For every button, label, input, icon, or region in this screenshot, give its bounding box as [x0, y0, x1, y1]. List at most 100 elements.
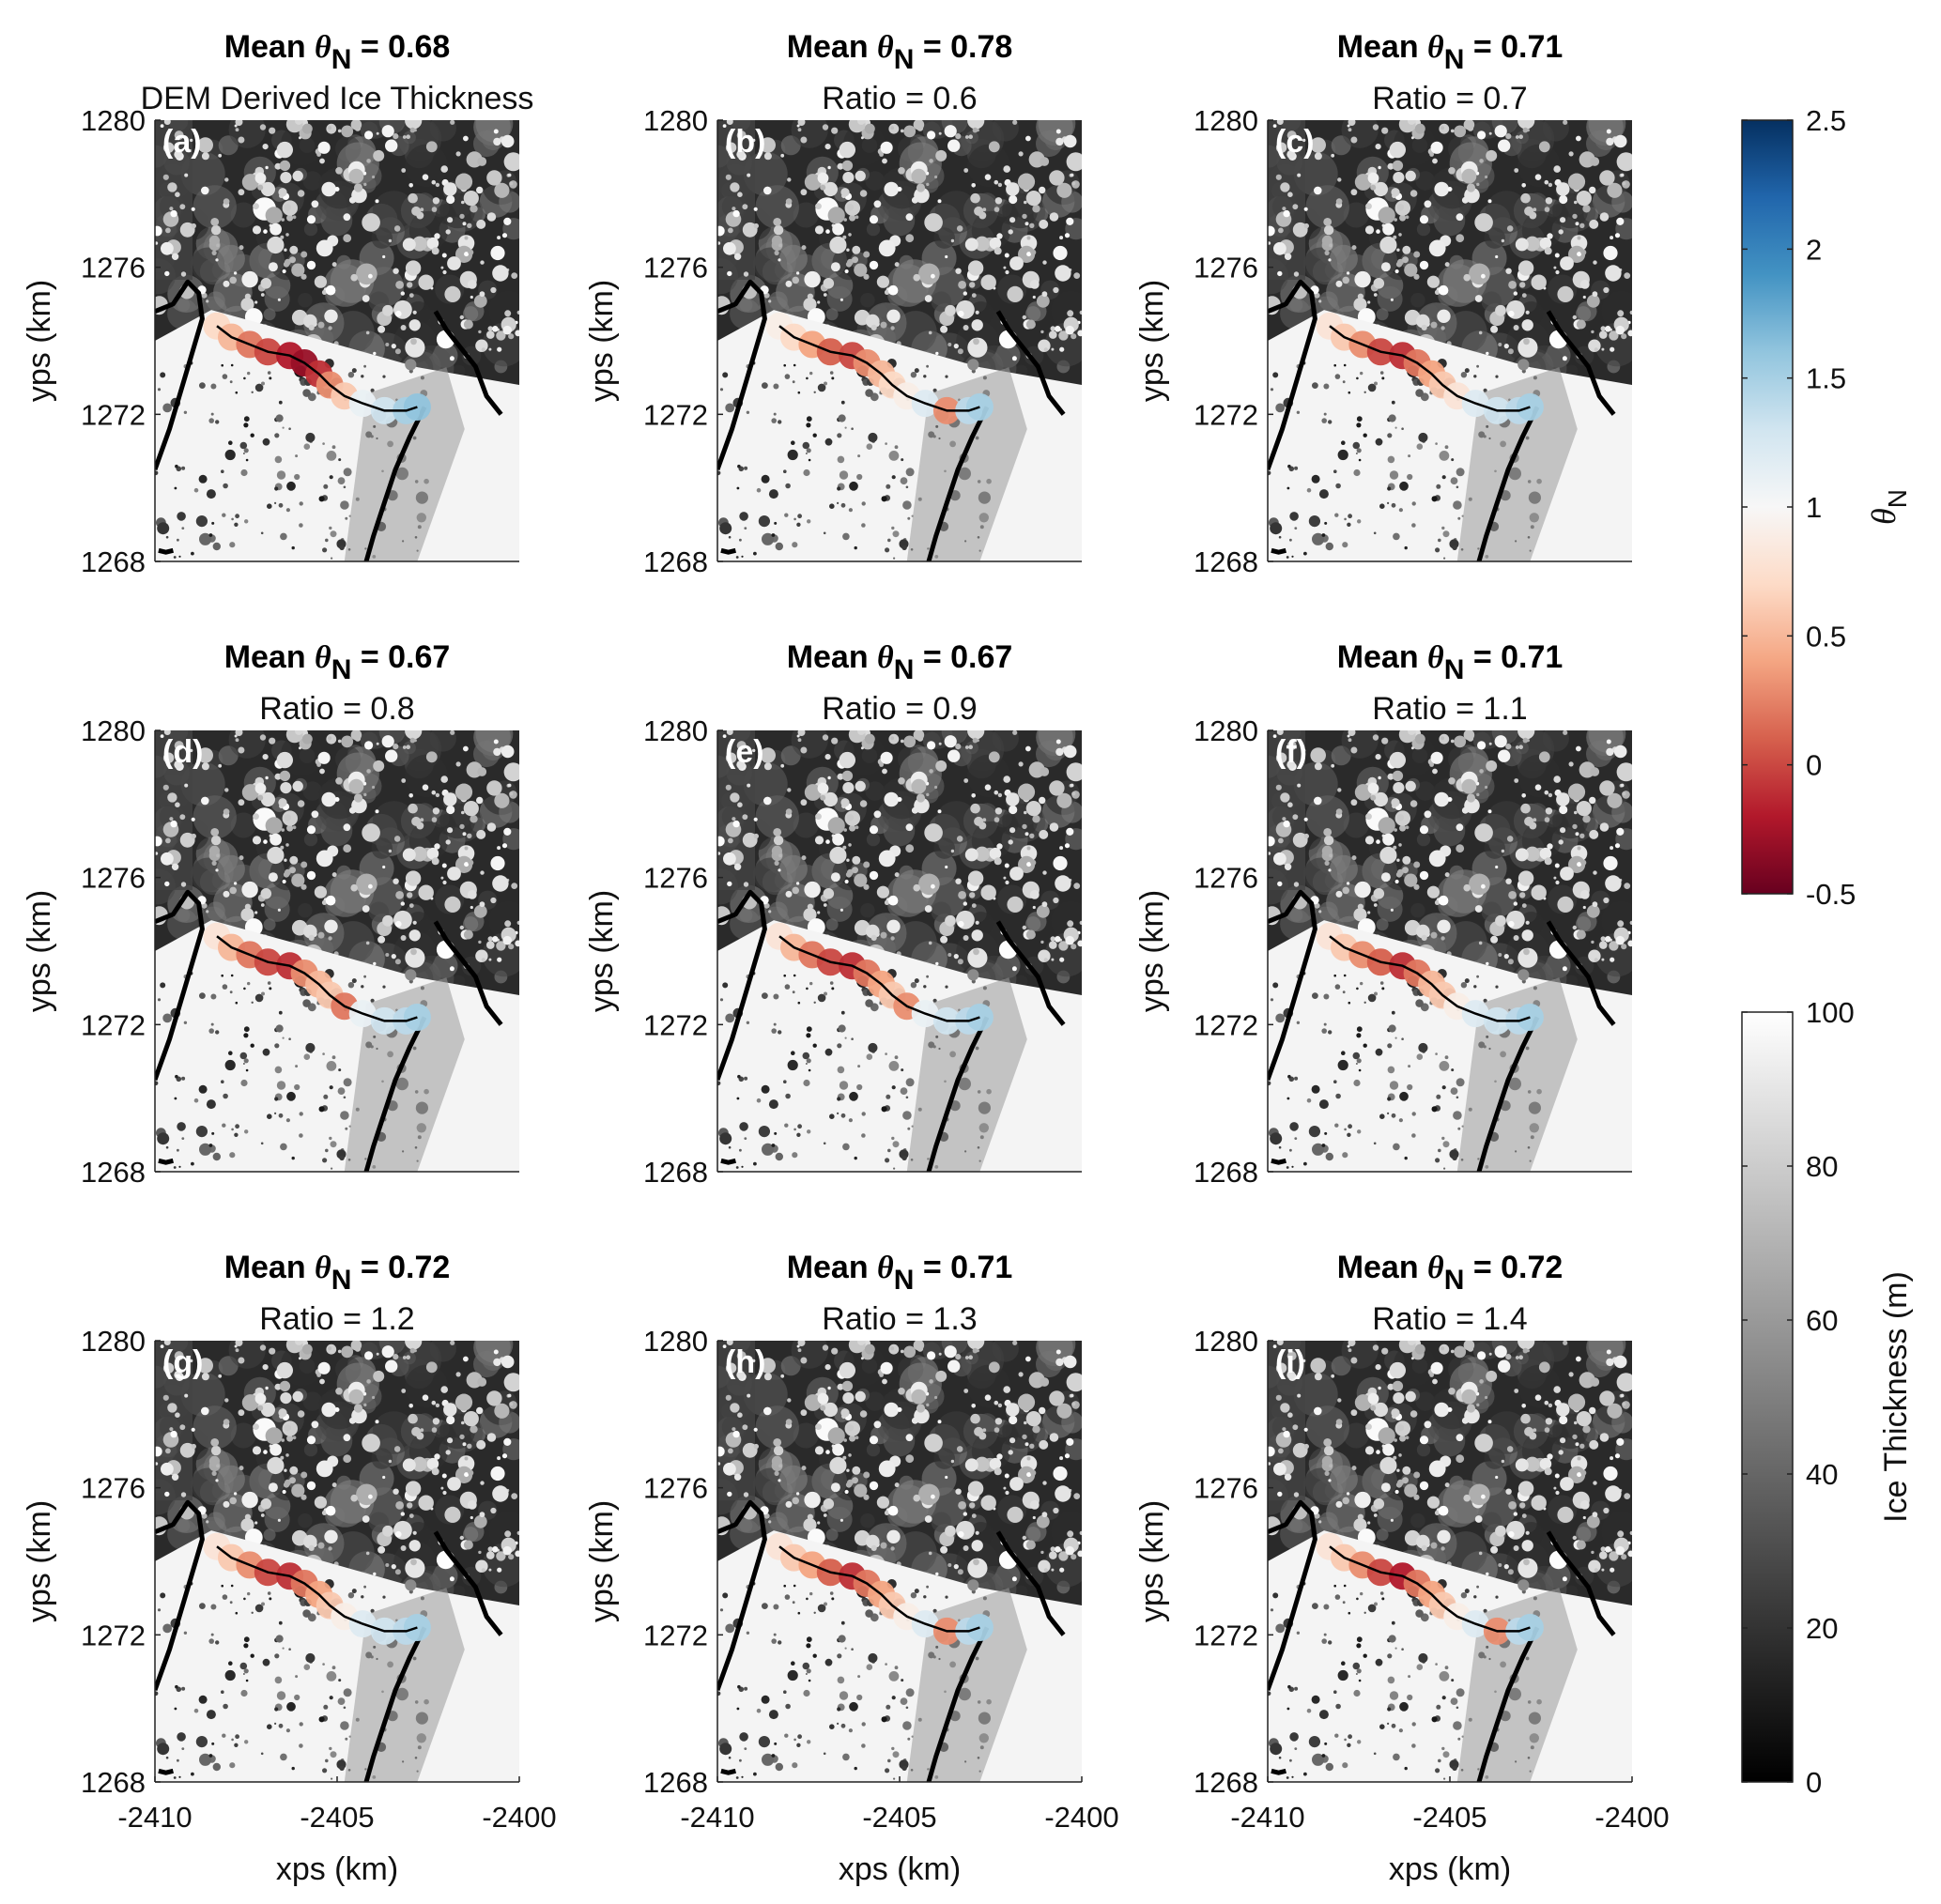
ice-thickness-map	[1268, 120, 1632, 561]
colorbar-tick-label: 1	[1806, 491, 1822, 524]
y-tick-label: 1272	[1194, 398, 1258, 431]
coastline	[158, 547, 174, 555]
y-axis-label: yps (km)	[584, 890, 620, 1012]
coastline	[155, 1499, 205, 1691]
colorbar-theta: 2.5 2 1.5 1 0.5 0 -0.5 θN	[1741, 104, 1912, 911]
map-panel: (h) Mean θN = 0.71 Ratio = 1.3 1268 1272 1276…	[584, 1250, 1119, 1887]
x-axis-label: xps (km)	[839, 1851, 961, 1887]
coastline	[717, 279, 767, 470]
colorbar-tick-label: 2	[1806, 233, 1822, 266]
y-tick-label: 1268	[643, 1766, 708, 1799]
colorbar-tick-label: -0.5	[1806, 878, 1856, 911]
x-tick-label: -2405	[1412, 1801, 1487, 1834]
y-tick-label: 1268	[1194, 545, 1258, 578]
panel-label: (e)	[725, 734, 764, 770]
x-tick-label: -2410	[117, 1801, 192, 1834]
coastline	[1546, 920, 1616, 1026]
coastline	[363, 406, 427, 561]
panel-subtitle: Ratio = 1.4	[1372, 1301, 1527, 1337]
colorbar-tick-label: 40	[1806, 1458, 1838, 1491]
panel-mean-title: Mean θN = 0.71	[787, 1250, 1013, 1296]
colorbar-tick-label: 100	[1806, 996, 1855, 1029]
x-tick-label: -2400	[482, 1801, 556, 1834]
panel-mean-title: Mean θN = 0.68	[224, 29, 451, 75]
y-tick-label: 1276	[1194, 252, 1258, 284]
y-tick-label: 1276	[1194, 1472, 1258, 1505]
x-tick-label: -2410	[1230, 1801, 1304, 1834]
coastline	[1546, 310, 1616, 416]
ice-thickness-map	[155, 1341, 519, 1782]
x-tick-label: -2400	[1594, 1801, 1669, 1834]
x-tick-label: -2405	[862, 1801, 936, 1834]
y-tick-label: 1272	[643, 1008, 708, 1041]
y-axis-label: yps (km)	[584, 280, 620, 402]
coastline	[926, 1626, 990, 1782]
map-panel: (g) Mean θN = 0.72 Ratio = 1.2 1268 1272 1276…	[22, 1250, 557, 1887]
y-tick-label: 1268	[81, 1766, 146, 1799]
x-tick-label: -2400	[1044, 1801, 1118, 1834]
map-panel: (b) Mean θN = 0.78 Ratio = 0.6 1268 1272 1276…	[584, 29, 1082, 578]
colorbar-tick-label: 0	[1806, 749, 1822, 782]
y-tick-label: 1268	[1194, 1156, 1258, 1189]
y-tick-label: 1272	[1194, 1619, 1258, 1651]
colorbar-theta-label: θN	[1865, 489, 1912, 525]
ice-thickness-map	[1268, 730, 1632, 1172]
coastline	[155, 889, 205, 1081]
profile-line	[1329, 325, 1531, 412]
panel-subtitle: DEM Derived Ice Thickness	[141, 81, 534, 116]
x-axis-label: xps (km)	[1389, 1851, 1511, 1887]
panel-subtitle: Ratio = 1.1	[1372, 691, 1527, 727]
coastline	[1476, 1626, 1540, 1782]
coastline	[1268, 279, 1317, 470]
coastline	[1271, 1158, 1286, 1165]
ice-thickness-map	[155, 730, 519, 1172]
y-tick-label: 1272	[643, 398, 708, 431]
panel-subtitle: Ratio = 0.6	[822, 81, 977, 116]
coastline	[1268, 889, 1317, 1081]
profile-line	[216, 1545, 418, 1633]
coastline	[1546, 1530, 1616, 1636]
y-tick-label: 1276	[81, 252, 146, 284]
colorbar-tick-label: 80	[1806, 1150, 1838, 1183]
y-tick-label: 1280	[1194, 714, 1258, 747]
y-tick-label: 1272	[81, 1619, 146, 1651]
panel-mean-title: Mean θN = 0.78	[787, 29, 1013, 75]
coastline	[1476, 1016, 1540, 1172]
map-panel: (e) Mean θN = 0.67 Ratio = 0.9 1268 1272 1276…	[584, 639, 1082, 1189]
coastline	[433, 310, 503, 416]
coastline	[1476, 406, 1540, 561]
y-tick-label: 1276	[643, 862, 708, 895]
y-tick-label: 1280	[643, 1325, 708, 1358]
map-panel: (c) Mean θN = 0.71 Ratio = 0.7 1268 1272 1276…	[1134, 29, 1632, 578]
y-axis-label: yps (km)	[1134, 1500, 1170, 1622]
theta-marker	[965, 1004, 994, 1031]
y-tick-label: 1272	[81, 398, 146, 431]
colorbar-tick-label: 60	[1806, 1304, 1838, 1337]
coastline	[995, 310, 1066, 416]
coastline	[995, 920, 1066, 1026]
profile-line	[216, 935, 418, 1022]
theta-marker	[1516, 1614, 1544, 1641]
ice-thickness-map	[1268, 1341, 1632, 1782]
coastline	[926, 1016, 990, 1172]
y-tick-label: 1280	[81, 104, 146, 137]
colorbar-tick-label: 20	[1806, 1612, 1838, 1645]
panel-mean-title: Mean θN = 0.67	[224, 639, 451, 685]
y-axis-label: yps (km)	[22, 890, 57, 1012]
y-axis-label: yps (km)	[1134, 280, 1170, 402]
y-tick-label: 1276	[643, 1472, 708, 1505]
y-tick-label: 1276	[81, 862, 146, 895]
profile-line	[216, 325, 418, 412]
panel-mean-title: Mean θN = 0.72	[1337, 1250, 1564, 1296]
coastline	[363, 1626, 427, 1782]
colorbar-theta-scale	[1741, 119, 1794, 895]
panel-subtitle: Ratio = 0.9	[822, 691, 977, 727]
profile-line	[778, 935, 980, 1022]
map-panel: (d) Mean θN = 0.67 Ratio = 0.8 1268 1272 1276…	[22, 639, 519, 1189]
panel-label: (a)	[162, 124, 202, 160]
panel-label: (c)	[1275, 124, 1315, 160]
y-axis-label: yps (km)	[22, 1500, 57, 1622]
panel-label: (d)	[162, 734, 203, 770]
panel-mean-title: Mean θN = 0.72	[224, 1250, 451, 1296]
ice-thickness-map	[717, 730, 1082, 1172]
